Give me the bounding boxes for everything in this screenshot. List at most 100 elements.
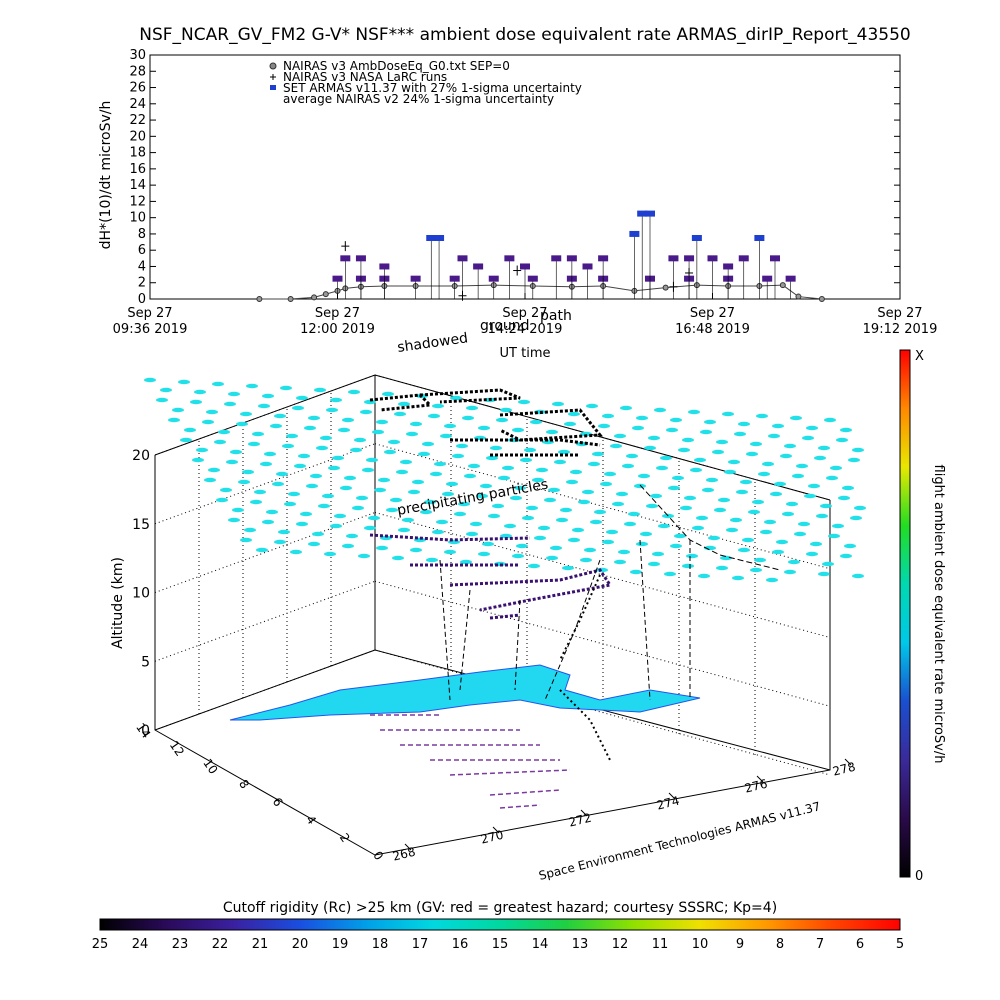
point-armas <box>691 235 702 241</box>
particle-mark <box>564 421 576 427</box>
particle-mark <box>624 521 636 527</box>
particle-mark <box>486 455 498 461</box>
depth-tick-label: 0 <box>370 849 386 863</box>
particle-mark <box>562 565 574 571</box>
particle-mark <box>228 517 240 523</box>
longitude-tick-mark <box>404 843 412 851</box>
particle-mark <box>172 407 184 413</box>
particle-mark <box>426 557 438 563</box>
particle-mark <box>838 495 850 501</box>
longitude-tick-label: 276 <box>743 777 769 796</box>
particle-mark <box>648 561 660 567</box>
particle-mark <box>804 493 816 499</box>
particle-mark <box>440 433 452 439</box>
particle-mark <box>364 399 376 405</box>
particle-mark <box>436 519 448 525</box>
particle-mark <box>798 521 810 527</box>
top-xtick-label-time: 09:36 2019 <box>113 322 188 337</box>
particle-mark <box>272 481 284 487</box>
particle-mark <box>842 485 854 491</box>
top-panel: NSF_NCAR_GV_FM2 G-V* NSF*** ambient dose… <box>98 25 937 361</box>
particle-mark <box>814 455 826 461</box>
particle-mark <box>476 493 488 499</box>
altitude-gridline-left <box>154 443 376 525</box>
particle-mark <box>734 431 746 437</box>
particle-mark <box>786 501 798 507</box>
particle-mark <box>674 533 686 539</box>
particle-mark <box>252 431 264 437</box>
flight-path-upper <box>369 388 603 457</box>
cutoff-tick-label: 14 <box>532 937 549 952</box>
particle-mark <box>750 567 762 573</box>
cutoff-colorbar-ticks: 25 24 23 22 21 20 19 18 17 16 15 14 13 12 11 10 9 8 7 6 5 <box>92 937 904 952</box>
particle-mark <box>700 429 712 435</box>
top-series-group <box>256 210 825 302</box>
particle-mark <box>832 523 844 529</box>
particle-mark <box>280 385 292 391</box>
particle-mark <box>818 571 830 577</box>
particle-mark <box>552 401 564 407</box>
particle-mark <box>496 417 508 423</box>
altitude-tick-label: 15 <box>132 517 150 533</box>
particle-mark <box>592 451 604 457</box>
legend-symbol-square <box>270 85 276 90</box>
particle-mark <box>458 501 470 507</box>
cutoff-tick-label: 24 <box>132 937 149 952</box>
particle-mark <box>256 547 268 553</box>
particle-mark <box>452 453 464 459</box>
particle-mark <box>738 547 750 553</box>
particle-mark <box>356 495 368 501</box>
particle-mark <box>326 407 338 413</box>
particle-mark <box>600 481 612 487</box>
point-nairas-v3 <box>256 296 263 302</box>
particle-mark <box>350 447 362 453</box>
top-xtick-label-date: Sep 27 <box>127 306 172 321</box>
particle-mark <box>324 551 336 557</box>
particle-mark <box>526 505 538 511</box>
particle-mark <box>518 399 530 405</box>
particle-mark <box>784 443 796 449</box>
particle-mark <box>368 515 380 521</box>
legend-label: NAIRAS v3 NASA LaRC runs <box>283 70 447 84</box>
cutoff-colorbar-title: Cutoff rigidity (Rc) >25 km (GV: red = g… <box>223 900 777 916</box>
particle-mark <box>346 533 358 539</box>
longitude-tick-label: 270 <box>479 828 505 847</box>
flight-paths <box>369 388 781 809</box>
particle-mark <box>810 541 822 547</box>
box-floor-left <box>154 649 376 731</box>
top-ytick-label: 20 <box>129 129 146 144</box>
particle-mark <box>588 461 600 467</box>
particle-mark <box>686 553 698 559</box>
cutoff-rigidity-colorbar: Cutoff rigidity (Rc) >25 km (GV: red = g… <box>92 900 904 952</box>
particle-mark <box>184 427 196 433</box>
particle-mark <box>536 467 548 473</box>
cutoff-tick-label: 21 <box>252 937 269 952</box>
cutoff-colorbar-bar <box>99 918 901 931</box>
particle-mark <box>156 397 168 403</box>
particle-mark <box>612 501 624 507</box>
point-armas <box>754 235 765 241</box>
particle-mark <box>730 517 742 523</box>
point-armas <box>355 255 366 262</box>
depth-tick-label: 2 <box>337 831 353 845</box>
particle-mark <box>780 453 792 459</box>
particle-mark <box>196 447 208 453</box>
particle-mark <box>314 387 326 393</box>
flight-path-ground-projection <box>370 714 571 809</box>
particle-mark <box>808 483 820 489</box>
particle-mark <box>462 415 474 421</box>
particle-mark <box>704 545 716 551</box>
top-ytick-label: 0 <box>138 292 146 307</box>
particle-mark <box>490 445 502 451</box>
particle-mark <box>636 415 648 421</box>
particle-mark <box>216 497 228 503</box>
particle-mark <box>512 553 524 559</box>
point-armas <box>551 255 562 262</box>
particle-mark <box>568 537 580 543</box>
altitude-gridline-left <box>154 512 376 593</box>
overlay-label-path: path <box>540 308 572 324</box>
particle-mark <box>274 539 286 545</box>
particle-mark <box>522 515 534 521</box>
particle-mark <box>420 509 432 515</box>
particle-mark <box>586 403 598 409</box>
